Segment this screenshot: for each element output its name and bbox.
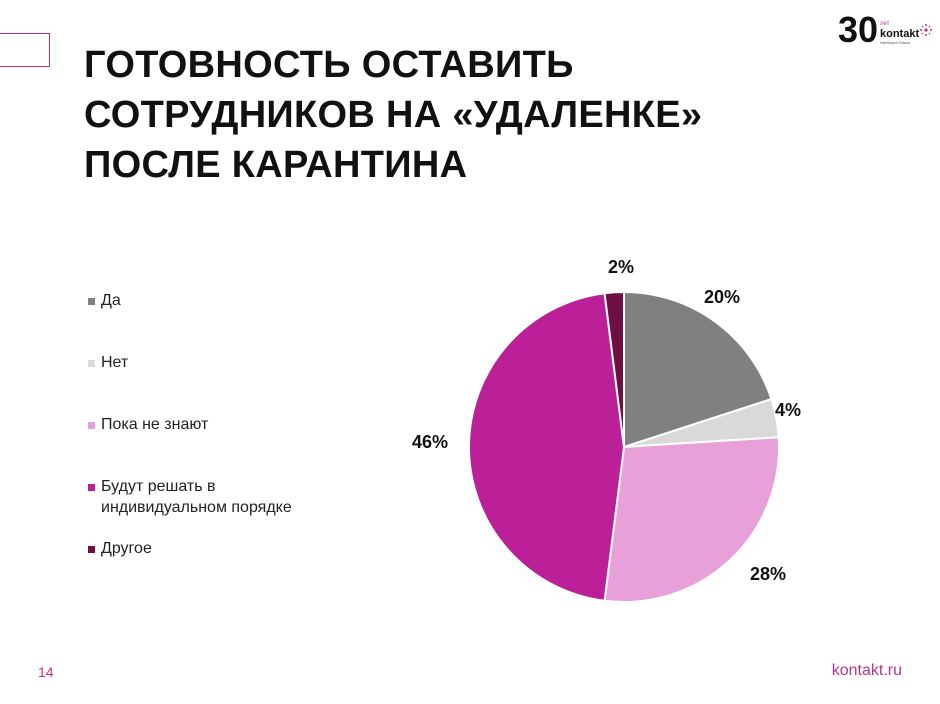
pie-slice [603,290,625,448]
legend-item: Нет [88,352,128,373]
accent-frame [0,33,50,67]
data-label: 28% [750,564,786,584]
site-link[interactable]: kontakt.ru [831,662,902,679]
legend-label: Нет [101,354,129,371]
pie-slice [623,290,773,449]
data-label: 4% [775,400,801,420]
page-number: 14 [38,664,54,680]
logo-brand: kontakt [880,28,919,40]
legend-label: Другое [101,540,152,557]
logo-tagline: InterSearch Russia [880,41,910,45]
kontakt-logo: 30 лет kontakt InterSearch Russia [838,9,932,50]
legend-swatch [88,298,95,305]
legend-item: Будут решать в индивидуальном порядке [88,476,341,518]
legend-swatch [88,546,95,553]
legend-label: Пока не знают [101,416,209,433]
legend-item: Пока не знают [88,414,208,435]
legend-label: Будут решать в индивидуальном порядке [101,478,292,516]
title-line-3: ПОСЛЕ КАРАНТИНА [84,144,468,186]
legend-swatch [88,360,95,367]
pie-slice [467,292,626,602]
legend-label: Да [101,292,121,309]
pie-chart: 20% 4% 28% 46% 2% [412,257,801,604]
slide-title: ГОТОВНОСТЬ ОСТАВИТЬ СОТРУДНИКОВ НА «УДАЛ… [84,40,784,190]
legend-swatch [88,484,95,491]
data-label: 46% [412,432,448,452]
legend-item: Да [88,290,121,311]
legend-swatch [88,422,95,429]
logo-sub: лет [880,21,890,27]
data-label: 2% [608,257,634,277]
pie-slice [603,436,780,604]
title-line-1: ГОТОВНОСТЬ ОСТАВИТЬ [84,44,574,86]
logo-number: 30 [838,9,878,50]
legend-item: Другое [88,538,152,559]
data-label: 20% [704,287,740,307]
title-line-2: СОТРУДНИКОВ НА «УДАЛЕНКЕ» [84,94,703,136]
logo-burst-icon [920,24,932,36]
